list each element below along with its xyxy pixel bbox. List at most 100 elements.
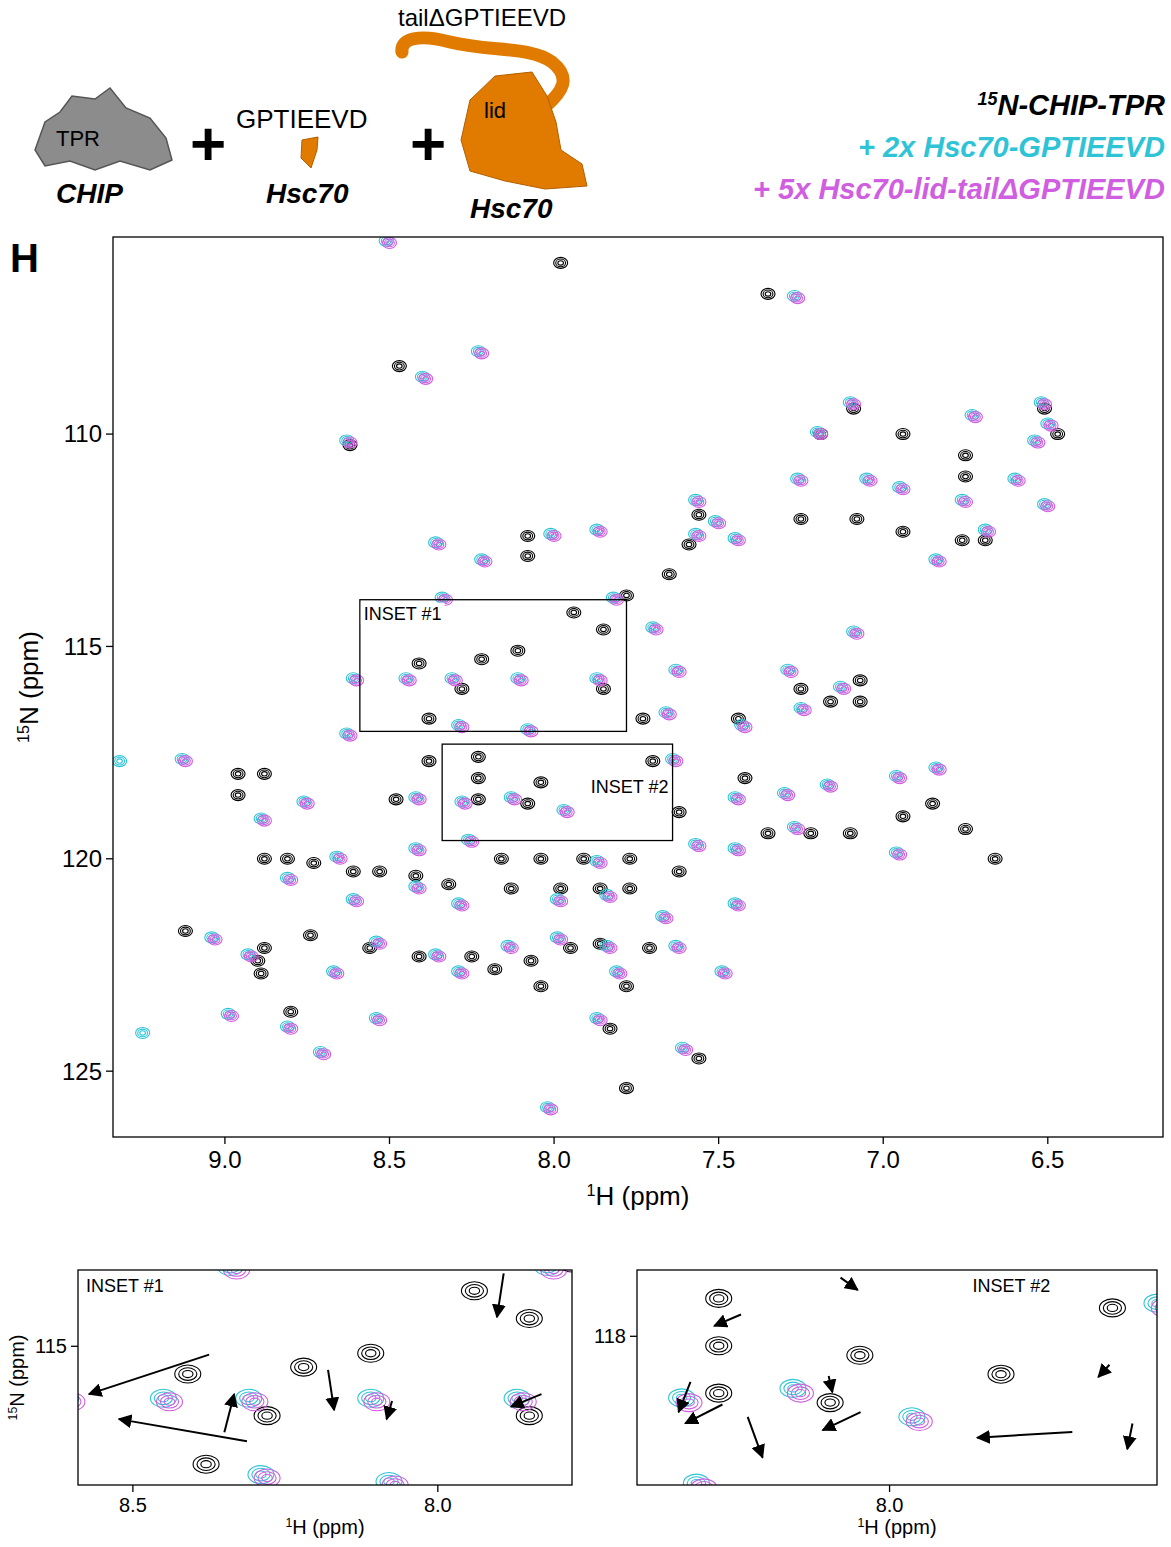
shift-arrow: [679, 1382, 691, 1412]
peak: [435, 592, 449, 603]
contour: [691, 1479, 717, 1485]
contour: [900, 530, 906, 534]
contour: [963, 827, 969, 831]
contour: [706, 1384, 732, 1402]
contour: [731, 845, 745, 856]
contour: [362, 1347, 380, 1360]
superscript: 15: [977, 89, 998, 109]
contour: [482, 559, 488, 563]
contour: [982, 538, 988, 542]
x-tick: [883, 1137, 884, 1144]
legend-entry: + 5x Hsc70-lid-tailΔGPTIEEVD: [753, 173, 1165, 205]
peak: [340, 435, 354, 446]
contour: [523, 552, 533, 560]
peak: [291, 1358, 317, 1376]
contour: [715, 966, 729, 977]
contour: [521, 798, 535, 809]
peak: [968, 412, 982, 423]
contour: [477, 350, 487, 358]
peak: [847, 399, 861, 410]
contour: [473, 753, 483, 761]
peak: [706, 1337, 732, 1355]
contour: [738, 722, 752, 733]
text-part: N-CHIP-TPR: [997, 89, 1165, 121]
contour: [843, 828, 857, 839]
contour: [452, 966, 466, 977]
peak: [1099, 1299, 1125, 1317]
contour: [409, 843, 423, 854]
contour: [787, 821, 801, 832]
contour: [662, 569, 676, 580]
contour: [397, 364, 403, 368]
peak: [544, 1104, 558, 1115]
peak: [409, 870, 423, 881]
contour: [736, 903, 742, 907]
contour: [377, 869, 383, 873]
peak: [926, 798, 940, 809]
contour: [262, 1412, 272, 1419]
contour: [492, 967, 498, 971]
shift-arrow: [841, 1278, 858, 1290]
contour: [817, 1394, 843, 1412]
contour: [841, 687, 847, 691]
contour: [694, 532, 704, 540]
contour: [761, 288, 775, 299]
contour: [1042, 402, 1048, 406]
contour: [714, 1295, 724, 1302]
contour: [593, 1015, 607, 1026]
peak: [1041, 418, 1055, 429]
y-axis-title: 15N (ppm): [14, 631, 44, 743]
contour: [411, 872, 421, 880]
contour: [488, 964, 502, 975]
contour: [601, 687, 607, 691]
contour: [340, 728, 354, 739]
inset-label: INSET #2: [591, 777, 669, 797]
contour: [150, 1389, 176, 1407]
peak: [810, 426, 824, 437]
peak: [521, 550, 535, 561]
contour: [854, 631, 860, 635]
peak: [791, 473, 805, 484]
contour: [664, 711, 674, 719]
peak: [521, 798, 535, 809]
peak: [603, 892, 617, 903]
contour: [706, 1337, 732, 1355]
contour: [382, 237, 396, 248]
contour: [597, 678, 603, 682]
peak: [1151, 1299, 1157, 1317]
peak: [521, 531, 535, 542]
peak: [899, 1408, 925, 1426]
peak: [590, 855, 604, 866]
peak: [837, 683, 851, 694]
contour: [595, 1016, 605, 1024]
contour: [422, 713, 436, 724]
contour: [254, 813, 268, 824]
contour: [459, 971, 465, 975]
peak: [731, 845, 745, 856]
x-tick: [389, 1137, 390, 1144]
contour: [731, 900, 745, 911]
contour: [227, 1012, 237, 1020]
contour: [201, 1461, 211, 1468]
contour: [712, 518, 726, 529]
shift-arrow: [823, 1412, 861, 1430]
contour: [248, 1466, 274, 1484]
peak: [409, 843, 423, 854]
peak: [706, 1289, 732, 1307]
contour: [648, 757, 658, 765]
contour: [865, 477, 875, 485]
contour: [521, 724, 535, 735]
contour: [284, 1006, 298, 1017]
contour: [736, 797, 742, 801]
contour: [345, 439, 355, 447]
peak: [794, 475, 808, 486]
inset-box: [442, 744, 672, 840]
x-tick-label: 8.0: [537, 1146, 570, 1173]
contour: [448, 675, 462, 686]
contour: [562, 808, 572, 816]
contour: [568, 946, 574, 950]
contour: [515, 648, 521, 652]
contour: [593, 526, 607, 537]
peak: [896, 811, 910, 822]
contour: [613, 968, 627, 979]
